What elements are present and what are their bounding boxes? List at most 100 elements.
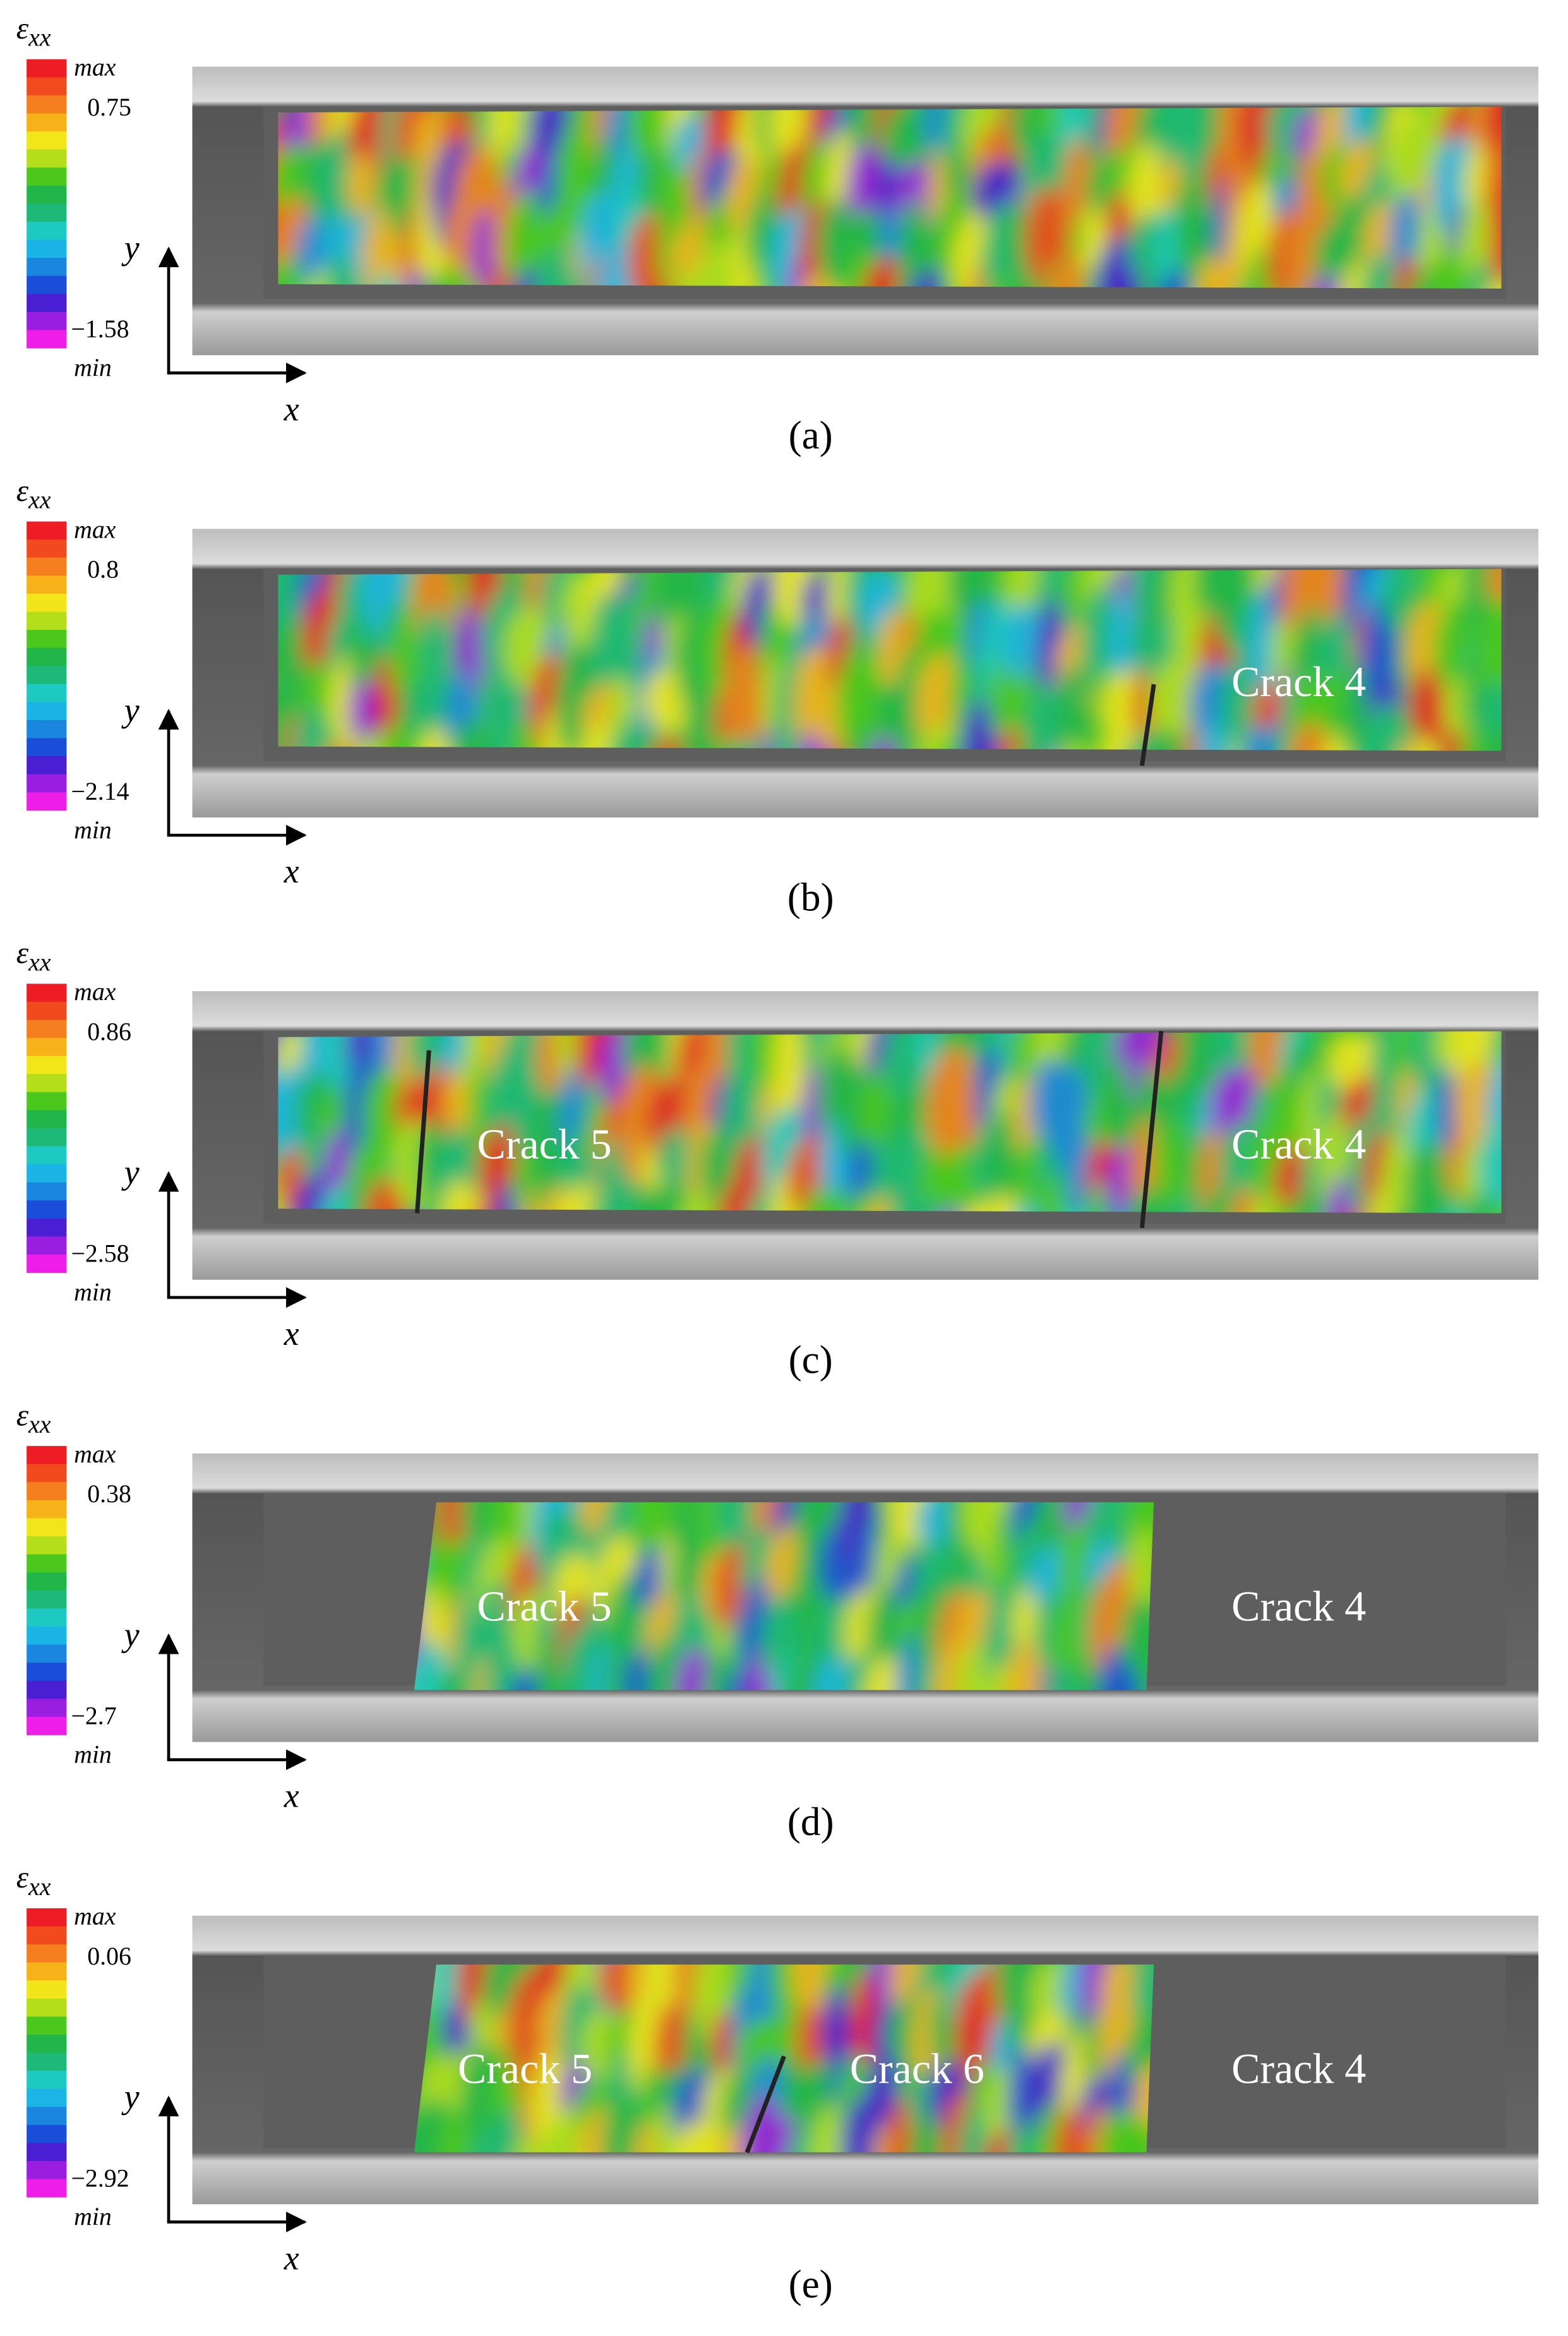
colorbar-band: [27, 275, 67, 294]
strain-blob: [795, 2004, 826, 2078]
strain-blob: [926, 1047, 982, 1164]
y-axis-label: y: [121, 1153, 140, 1191]
panel-label: (a): [789, 413, 833, 457]
lower-value: −2.58: [71, 1240, 129, 1268]
crack-label: Crack 6: [850, 2044, 984, 2092]
crack-label: Crack 4: [1231, 1120, 1366, 1168]
strain-blob: [1176, 1031, 1220, 1109]
colorbar-band: [27, 1518, 67, 1537]
colorbar-band: [27, 593, 67, 612]
colorbar-band: [27, 630, 67, 649]
x-axis-label: x: [284, 390, 299, 428]
strain-blob: [631, 1502, 660, 1577]
colorbar-band: [27, 1218, 67, 1237]
strain-blob: [438, 1502, 474, 1562]
colorbar-band: [27, 1038, 67, 1057]
strain-blob: [674, 1647, 715, 1690]
max-label: max: [74, 978, 116, 1006]
colorbar-band: [27, 1074, 67, 1093]
strain-blob: [1220, 659, 1256, 751]
strain-blob: [532, 246, 586, 289]
lower-value: −2.14: [71, 778, 129, 805]
strain-blob: [1127, 1186, 1173, 1213]
colorbar-band: [27, 2071, 67, 2090]
colorbar-band: [27, 1056, 67, 1075]
colorbar-band: [27, 1699, 67, 1718]
strain-blob: [1230, 1186, 1260, 1213]
colorbar-band: [27, 1020, 67, 1039]
strain-blob: [612, 592, 643, 706]
panel-label: (d): [787, 1800, 834, 1844]
strain-blob: [364, 1178, 408, 1213]
colorbar-band: [27, 539, 67, 558]
crack-line: [745, 2055, 786, 2153]
colorbar-band: [27, 521, 67, 540]
strain-blob: [845, 247, 873, 289]
colorbar-band: [27, 611, 67, 630]
strain-blob: [1428, 250, 1472, 289]
strain-blobs: [278, 1031, 1502, 1213]
strain-blob: [414, 1641, 450, 1690]
crack-line: [1139, 1030, 1164, 1229]
symbol-subscript: xx: [28, 948, 51, 976]
strain-blob: [998, 726, 1026, 751]
upper-value: 0.75: [87, 93, 131, 121]
symbol-main: ε: [16, 1860, 29, 1894]
colorbar-band: [27, 113, 67, 132]
symbol: εxx: [16, 1860, 51, 1901]
strain-blob: [1361, 704, 1413, 751]
strain-field: [414, 1502, 1154, 1690]
strain-blob: [863, 1656, 907, 1690]
strain-blob: [1120, 2119, 1154, 2153]
strain-blob: [1478, 1119, 1502, 1210]
colorbar-band: [27, 1182, 67, 1201]
x-axis-label: x: [284, 2239, 299, 2277]
colorbar-band: [27, 719, 67, 738]
strain-blob: [703, 1651, 736, 1690]
strain-blob: [1481, 106, 1502, 173]
crack-label: Crack 5: [458, 2044, 592, 2092]
colorbar-band: [27, 1608, 67, 1627]
crack-label: Crack 4: [1231, 2044, 1366, 2092]
colorbar-band: [27, 1464, 67, 1483]
colorbar-band: [27, 683, 67, 702]
symbol-subscript: xx: [28, 24, 51, 52]
colorbar-band: [27, 702, 67, 721]
colorbar-band: [27, 311, 67, 330]
colorbar-band: [27, 1255, 67, 1273]
colorbar-band: [27, 2161, 67, 2180]
strain-blob: [627, 106, 669, 169]
min-label: min: [74, 1279, 112, 1306]
x-axis-label: x: [284, 1777, 299, 1815]
strain-blob: [1005, 1641, 1047, 1690]
strain-blob: [1293, 1188, 1327, 1213]
colorbar-band: [27, 1926, 67, 1945]
upper-value: 0.86: [87, 1018, 131, 1045]
colorbar-band: [27, 575, 67, 594]
strain-blob: [774, 1988, 803, 2076]
y-axis-label: y: [121, 229, 140, 267]
strain-blob: [1194, 256, 1235, 289]
max-label: max: [74, 515, 116, 543]
symbol-subscript: xx: [28, 1411, 51, 1438]
strain-blob: [1094, 236, 1142, 289]
upper-value: 0.8: [87, 556, 119, 584]
colorbar-band: [27, 59, 67, 78]
y-axis-label: y: [121, 691, 140, 729]
max-label: max: [74, 1440, 116, 1468]
colorbar-band: [27, 131, 67, 150]
colorbar-band: [27, 1663, 67, 1682]
symbol-subscript: xx: [28, 486, 51, 514]
upper-value: 0.06: [87, 1942, 131, 1970]
strain-blob: [602, 2092, 643, 2153]
min-label: min: [74, 354, 112, 382]
symbol-main: ε: [16, 473, 29, 508]
colorbar-band: [27, 258, 67, 277]
strain-blob: [1053, 2107, 1090, 2153]
max-label: max: [74, 1903, 116, 1930]
min-label: min: [74, 2203, 112, 2231]
strain-blob: [438, 1180, 484, 1213]
